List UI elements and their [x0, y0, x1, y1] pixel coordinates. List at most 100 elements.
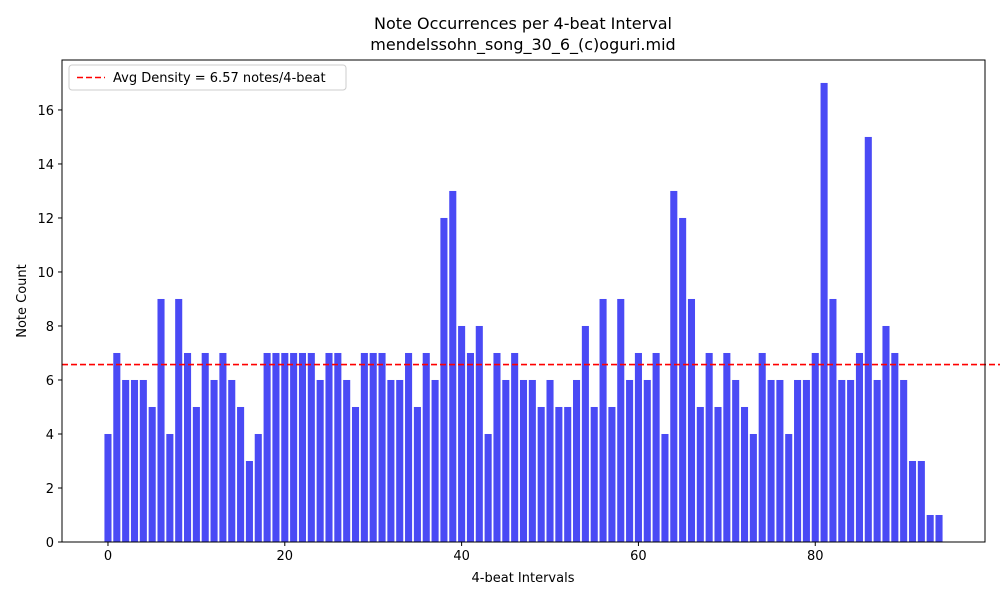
- bar: [696, 406, 704, 542]
- bar: [864, 136, 872, 542]
- x-tick-label: 20: [277, 549, 294, 564]
- bar: [245, 460, 253, 542]
- bar: [564, 406, 572, 542]
- y-tick-label: 14: [37, 158, 54, 173]
- bar: [679, 217, 687, 543]
- x-tick-label: 0: [104, 549, 112, 564]
- bar: [608, 406, 616, 542]
- bar: [484, 433, 492, 542]
- bar: [475, 325, 483, 542]
- bar: [555, 406, 563, 542]
- bar: [254, 433, 262, 542]
- y-tick-label: 10: [37, 266, 54, 281]
- bar: [519, 379, 528, 542]
- bar: [882, 325, 890, 542]
- bar: [573, 379, 581, 542]
- chart-subtitle: mendelssohn_song_30_6_(c)oguri.mid: [370, 35, 675, 55]
- bar: [546, 379, 554, 542]
- bar: [387, 379, 395, 542]
- bar: [652, 352, 660, 542]
- bar: [458, 325, 466, 542]
- bar: [325, 352, 333, 542]
- legend: Avg Density = 6.57 notes/4-beat: [68, 64, 347, 91]
- bar: [466, 352, 474, 542]
- legend-box: [68, 64, 347, 91]
- bar: [166, 433, 174, 542]
- bar: [130, 379, 139, 542]
- bar: [219, 352, 227, 542]
- bar: [935, 514, 943, 542]
- bar: [811, 352, 819, 542]
- bar: [192, 406, 200, 542]
- chart-title: Note Occurrences per 4-beat Interval: [374, 14, 672, 33]
- bar: [175, 298, 183, 542]
- bar: [820, 82, 828, 542]
- bars-group: [104, 82, 943, 543]
- bar: [113, 352, 121, 542]
- y-tick-label: 16: [37, 104, 54, 119]
- bar: [184, 352, 192, 542]
- bar: [201, 352, 209, 542]
- bar: [396, 379, 404, 542]
- plot-frame: [61, 59, 986, 543]
- bar: [723, 352, 731, 542]
- bar: [210, 379, 218, 542]
- bar: [670, 190, 678, 542]
- bar: [767, 379, 775, 542]
- bar: [440, 217, 448, 543]
- bar: [838, 379, 846, 542]
- y-tick-label: 8: [46, 320, 54, 335]
- bar: [511, 352, 519, 542]
- bar: [732, 379, 740, 542]
- bar: [343, 379, 351, 542]
- bar: [873, 379, 881, 542]
- bar: [802, 379, 810, 542]
- bar: [360, 352, 368, 542]
- bar: [705, 352, 713, 542]
- y-axis-label: Note Count: [15, 264, 30, 338]
- bar: [626, 379, 634, 542]
- bar: [617, 298, 625, 542]
- bar: [157, 298, 165, 542]
- bar: [431, 379, 439, 542]
- bar: [590, 406, 598, 542]
- y-tick-label: 2: [46, 482, 54, 497]
- bar: [855, 352, 863, 542]
- bar: [104, 433, 112, 542]
- x-tick-label: 40: [453, 549, 470, 564]
- bar: [263, 352, 271, 542]
- bar: [599, 298, 607, 542]
- bar: [351, 406, 360, 542]
- bar: [891, 352, 899, 542]
- bar: [749, 433, 757, 542]
- bar: [634, 352, 642, 542]
- bar: [785, 433, 793, 542]
- bar: [917, 460, 925, 542]
- bar: [740, 406, 749, 542]
- bar: [298, 352, 307, 542]
- bar: [290, 352, 298, 542]
- bar: [334, 352, 342, 542]
- y-tick-label: 0: [46, 536, 54, 551]
- bar: [502, 379, 510, 542]
- bar: [449, 190, 457, 542]
- bar: [307, 352, 315, 542]
- y-tick-label: 4: [46, 428, 54, 443]
- bar: [758, 352, 766, 542]
- bar: [794, 379, 802, 542]
- bar: [687, 298, 696, 542]
- bar: [900, 379, 908, 542]
- bar: [643, 379, 651, 542]
- bar: [413, 406, 421, 542]
- bar: [272, 352, 280, 542]
- bar: [422, 352, 430, 542]
- bar: [908, 460, 917, 542]
- x-tick-label: 80: [807, 549, 824, 564]
- bar: [378, 352, 386, 542]
- axes-group: 0 20 40 60 80 0 2 4 6 8 10 12 14 16: [37, 59, 986, 564]
- bar: [714, 406, 722, 542]
- bar: [122, 379, 130, 542]
- bar: [847, 379, 855, 542]
